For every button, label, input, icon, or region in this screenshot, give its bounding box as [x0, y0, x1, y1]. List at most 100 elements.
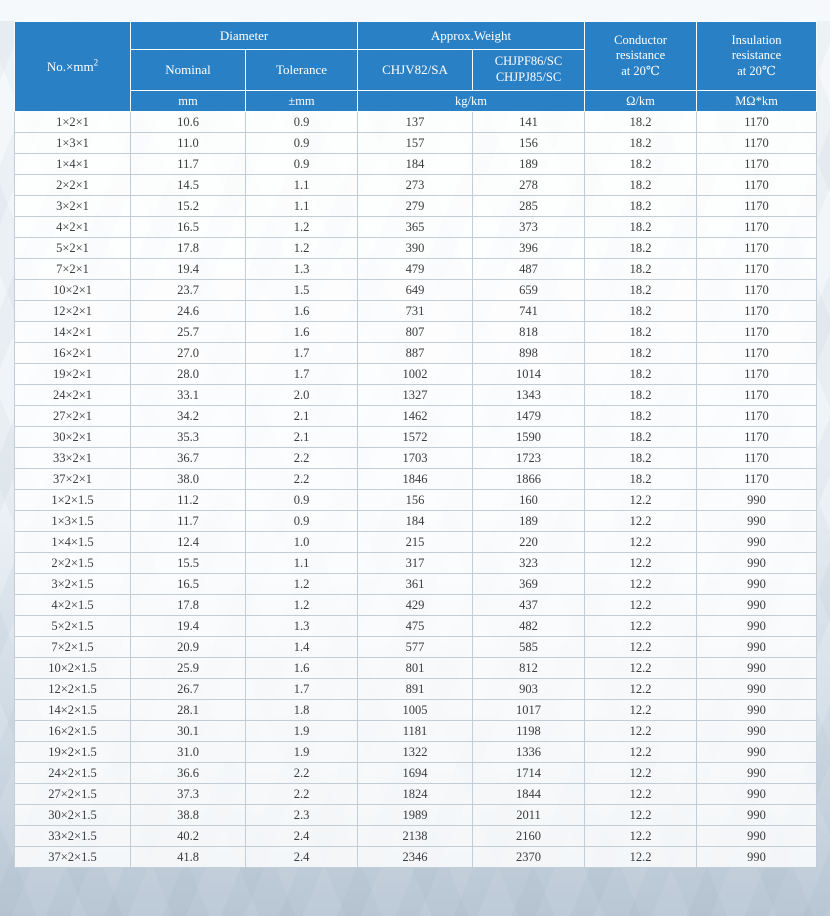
cell-no: 19×2×1.5: [14, 741, 131, 763]
cell-nominal: 36.7: [130, 447, 246, 469]
cell-tolerance: 2.4: [245, 846, 358, 868]
header-approx-weight: Approx.Weight: [356, 21, 586, 50]
cell-tolerance: 1.1: [245, 552, 358, 574]
cell-chjpf86_chjpj85: 2011: [471, 804, 586, 826]
cell-tolerance: 1.7: [245, 678, 358, 700]
cell-nominal: 11.0: [130, 132, 246, 154]
cell-conductor_resistance: 18.2: [584, 321, 698, 343]
cell-tolerance: 1.1: [245, 174, 358, 196]
cell-chjpf86_chjpj85: 373: [471, 216, 586, 238]
cell-no: 14×2×1: [14, 321, 131, 343]
cell-conductor_resistance: 12.2: [584, 678, 698, 700]
cell-tolerance: 2.1: [245, 426, 358, 448]
cell-tolerance: 1.9: [245, 720, 358, 742]
cell-nominal: 23.7: [130, 279, 246, 301]
cell-no: 16×2×1.5: [14, 720, 131, 742]
table-row: 27×2×1 34.2 2.1 1462 1479 18.2 1170: [14, 405, 818, 427]
cell-no: 37×2×1: [14, 468, 131, 490]
cell-chjv82_sa: 1824: [357, 783, 473, 805]
cell-tolerance: 1.3: [245, 258, 358, 280]
cell-insulation_resistance: 990: [696, 657, 818, 679]
cell-insulation_resistance: 1170: [696, 363, 818, 385]
cell-conductor_resistance: 12.2: [584, 510, 698, 532]
unit-mohm-km: MΩ*km: [696, 90, 818, 112]
cell-no: 1×4×1: [14, 153, 131, 175]
cell-no: 1×2×1.5: [14, 489, 131, 511]
cell-chjpf86_chjpj85: 1866: [471, 468, 586, 490]
cell-insulation_resistance: 990: [696, 783, 818, 805]
cell-no: 33×2×1: [14, 447, 131, 469]
header-nominal: Nominal: [130, 49, 246, 91]
cell-conductor_resistance: 18.2: [584, 426, 698, 448]
cell-tolerance: 0.9: [245, 153, 358, 175]
table-row: 4×2×1.5 17.8 1.2 429 437 12.2 990: [14, 594, 818, 616]
cell-chjpf86_chjpj85: 1590: [471, 426, 586, 448]
cell-conductor_resistance: 18.2: [584, 384, 698, 406]
table-row: 12×2×1.5 26.7 1.7 891 903 12.2 990: [14, 678, 818, 700]
cell-chjpf86_chjpj85: 812: [471, 657, 586, 679]
cell-conductor_resistance: 12.2: [584, 825, 698, 847]
cell-chjpf86_chjpj85: 1014: [471, 363, 586, 385]
cell-chjpf86_chjpj85: 323: [471, 552, 586, 574]
cell-chjpf86_chjpj85: 2370: [471, 846, 586, 868]
cell-conductor_resistance: 12.2: [584, 552, 698, 574]
cell-no: 24×2×1.5: [14, 762, 131, 784]
cell-tolerance: 1.6: [245, 321, 358, 343]
cell-chjv82_sa: 429: [357, 594, 473, 616]
cell-conductor_resistance: 18.2: [584, 195, 698, 217]
cell-insulation_resistance: 990: [696, 741, 818, 763]
cell-conductor_resistance: 12.2: [584, 741, 698, 763]
cell-nominal: 16.5: [130, 573, 246, 595]
cell-tolerance: 1.9: [245, 741, 358, 763]
header-no-label: No.×mm: [46, 58, 94, 74]
cell-chjv82_sa: 157: [357, 132, 473, 154]
cell-no: 4×2×1: [14, 216, 131, 238]
cell-nominal: 33.1: [130, 384, 246, 406]
cell-chjpf86_chjpj85: 898: [471, 342, 586, 364]
cell-tolerance: 1.2: [245, 573, 358, 595]
cell-insulation_resistance: 1170: [696, 258, 818, 280]
cell-nominal: 34.2: [130, 405, 246, 427]
cell-chjv82_sa: 1462: [357, 405, 473, 427]
cell-conductor_resistance: 12.2: [584, 846, 698, 868]
cell-conductor_resistance: 12.2: [584, 699, 698, 721]
cell-insulation_resistance: 1170: [696, 174, 818, 196]
unit-mm: mm: [130, 90, 246, 112]
cell-chjpf86_chjpj85: 160: [471, 489, 586, 511]
cell-chjv82_sa: 184: [357, 153, 473, 175]
cell-insulation_resistance: 990: [696, 678, 818, 700]
cell-conductor_resistance: 12.2: [584, 594, 698, 616]
cell-tolerance: 1.7: [245, 342, 358, 364]
cell-chjv82_sa: 1005: [357, 699, 473, 721]
cell-chjpf86_chjpj85: 903: [471, 678, 586, 700]
cell-nominal: 15.2: [130, 195, 246, 217]
cell-tolerance: 0.9: [245, 510, 358, 532]
table-row: 2×2×1.5 15.5 1.1 317 323 12.2 990: [14, 552, 818, 574]
cell-no: 7×2×1: [14, 258, 131, 280]
cell-nominal: 37.3: [130, 783, 246, 805]
cell-nominal: 17.8: [130, 237, 246, 259]
cell-chjv82_sa: 1989: [357, 804, 473, 826]
cell-no: 19×2×1: [14, 363, 131, 385]
cell-nominal: 25.9: [130, 657, 246, 679]
cell-nominal: 17.8: [130, 594, 246, 616]
cell-chjpf86_chjpj85: 1844: [471, 783, 586, 805]
table-row: 19×2×1 28.0 1.7 1002 1014 18.2 1170: [14, 363, 818, 385]
unit-ohm-km: Ω/km: [584, 90, 698, 112]
cell-no: 4×2×1.5: [14, 594, 131, 616]
cell-chjv82_sa: 891: [357, 678, 473, 700]
cell-conductor_resistance: 12.2: [584, 573, 698, 595]
header-insulation-resistance: Insulation resistance at 20℃: [696, 21, 818, 91]
cell-chjpf86_chjpj85: 1479: [471, 405, 586, 427]
cell-nominal: 16.5: [130, 216, 246, 238]
table-header: No.×mm2 Diameter Approx.Weight Conductor…: [14, 21, 818, 112]
cell-no: 1×2×1: [14, 111, 131, 133]
cell-conductor_resistance: 18.2: [584, 405, 698, 427]
table-row: 33×2×1.5 40.2 2.4 2138 2160 12.2 990: [14, 825, 818, 847]
cell-chjpf86_chjpj85: 585: [471, 636, 586, 658]
cell-insulation_resistance: 990: [696, 804, 818, 826]
table-row: 14×2×1.5 28.1 1.8 1005 1017 12.2 990: [14, 699, 818, 721]
cell-chjv82_sa: 1572: [357, 426, 473, 448]
table-row: 1×3×1.5 11.7 0.9 184 189 12.2 990: [14, 510, 818, 532]
cell-nominal: 20.9: [130, 636, 246, 658]
